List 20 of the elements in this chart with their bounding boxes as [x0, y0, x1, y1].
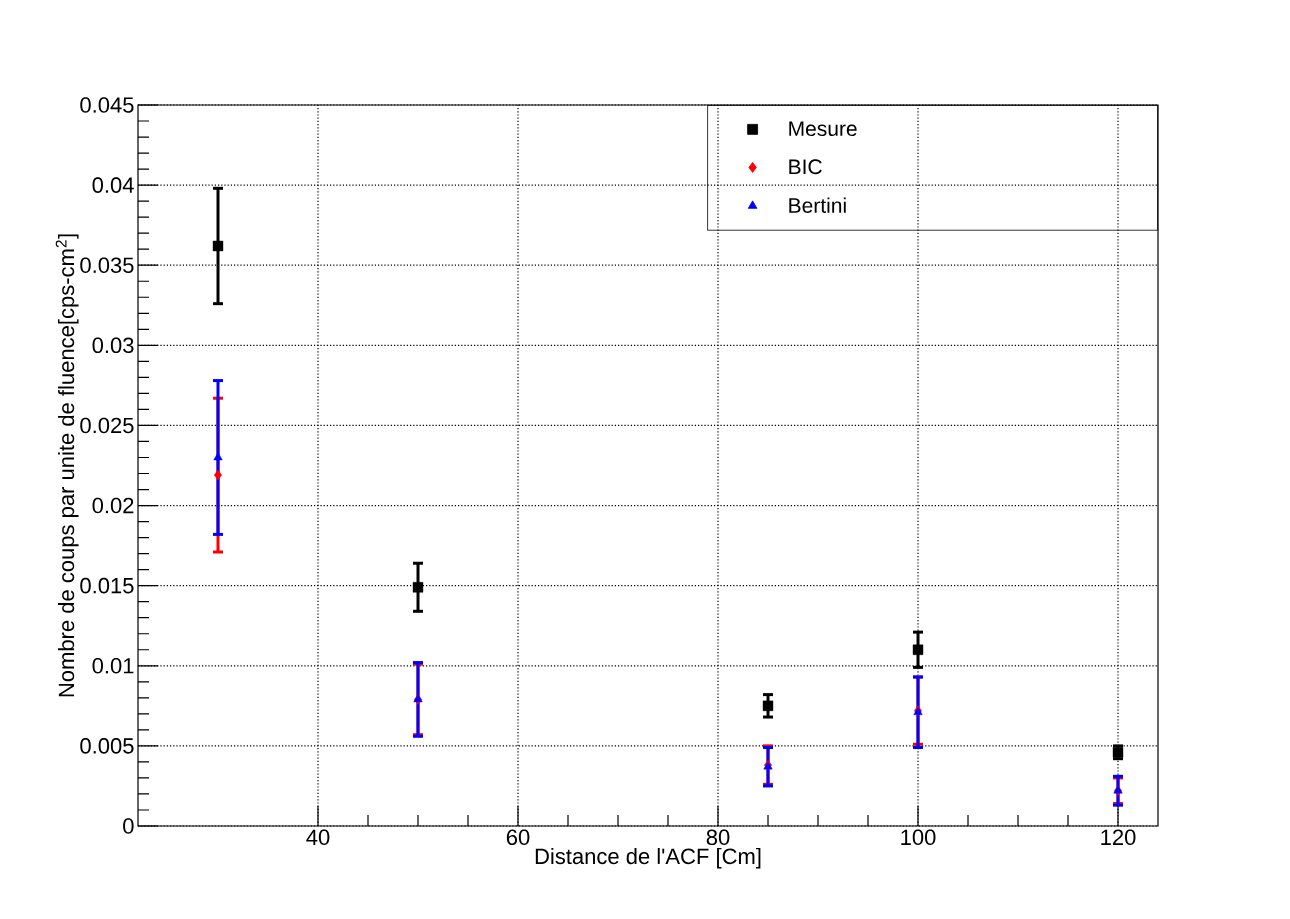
y-tick-label: 0.015 — [80, 577, 134, 594]
y-tick-label: 0.03 — [92, 337, 134, 354]
y-axis-title: Nombre de coups par unite de fluence[cps-cm$^{2}$] — [55, 234, 79, 697]
x-tick-label: 60 — [506, 829, 530, 846]
legend-label: BIC — [789, 159, 822, 175]
legend-label: Bertini — [789, 197, 846, 213]
x-axis-title: Distance de l'ACF [Cm] — [535, 847, 761, 869]
x-tick-label: 80 — [706, 829, 730, 846]
x-tick-label: 100 — [901, 829, 936, 846]
y-tick-label: 0.035 — [80, 257, 134, 274]
y-tick-label: 0.04 — [92, 177, 134, 193]
y-tick-label: 0.01 — [92, 657, 134, 674]
x-tick-label: 120 — [1101, 829, 1136, 846]
y-tick-label: 0.005 — [80, 738, 134, 754]
y-tick-label: 0.025 — [80, 417, 134, 434]
x-tick-label: 40 — [306, 829, 330, 846]
y-tick-label: 0.02 — [92, 497, 134, 514]
y-tick-label: 0 — [123, 818, 134, 834]
legend-label: Mesure — [789, 121, 857, 137]
y-tick-label: 0.045 — [80, 97, 134, 113]
